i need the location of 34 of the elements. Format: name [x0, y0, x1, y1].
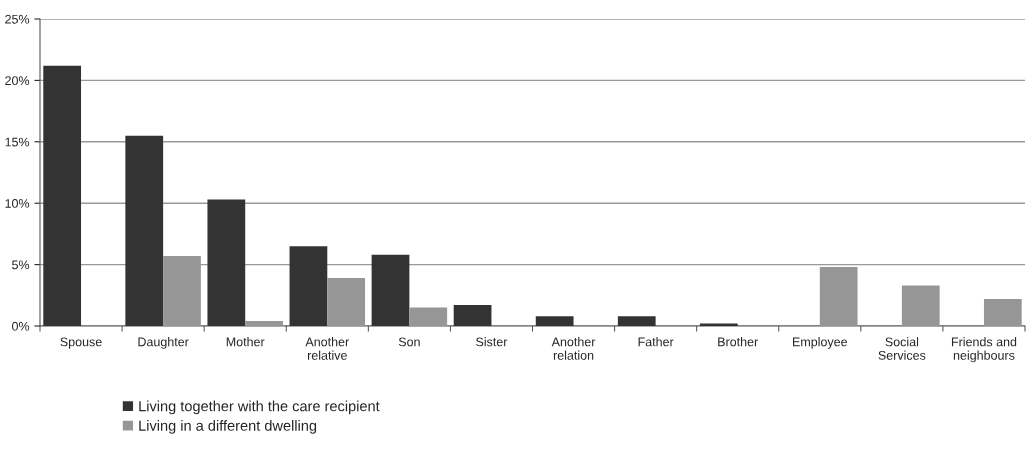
y-tick-label: 25% — [5, 14, 30, 24]
legend-label: Living together with the care recipient — [139, 400, 380, 415]
x-tick-label: Mother — [226, 337, 265, 347]
x-tick-label: Sister — [476, 337, 508, 347]
bar — [983, 298, 1022, 326]
bar — [289, 246, 328, 326]
bar — [819, 267, 858, 326]
y-tick-label: 5% — [12, 260, 30, 270]
x-tick-label: Employee — [793, 337, 848, 349]
x-tick-label: Father — [638, 337, 674, 347]
bar — [617, 316, 656, 326]
bar — [125, 135, 164, 326]
bar — [535, 316, 574, 326]
x-tick-label: Friends and neighbours — [951, 337, 1017, 363]
y-tick-label: 15% — [5, 137, 30, 147]
bar — [409, 307, 448, 326]
bar — [207, 199, 246, 326]
y-tick-label: 10% — [5, 199, 30, 208]
x-tick-label: Daughter — [138, 337, 189, 349]
bar — [901, 285, 940, 326]
x-tick-label: Brother — [718, 337, 758, 347]
y-tick-label: 0% — [12, 321, 30, 331]
bar — [371, 254, 410, 326]
bar — [453, 305, 492, 326]
x-tick-label: Spouse — [60, 337, 102, 349]
x-tick-label: Son — [398, 337, 420, 347]
bar — [245, 321, 283, 326]
x-tick-label: Another relative — [305, 337, 349, 360]
bar — [43, 65, 82, 326]
bar — [327, 278, 366, 326]
y-tick-label: 20% — [5, 76, 30, 86]
x-tick-label: Social Services — [878, 337, 926, 360]
x-tick-label: Another relation — [551, 337, 596, 360]
legend-label: Living in a different dwelling — [139, 420, 317, 434]
